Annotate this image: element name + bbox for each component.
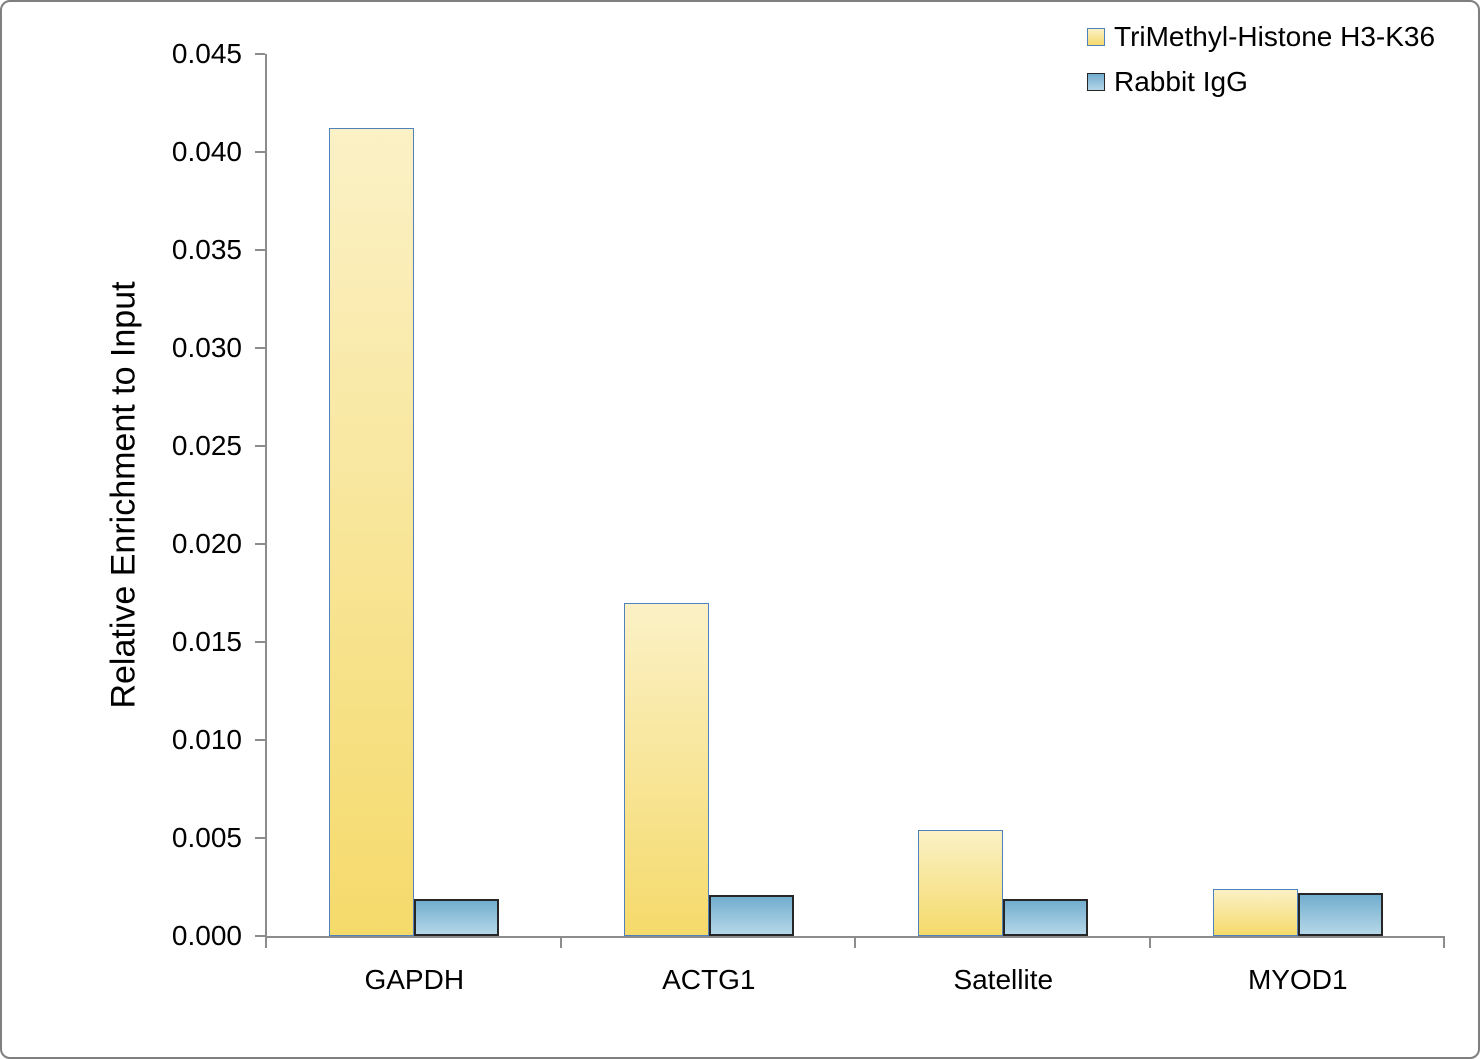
x-axis-tick	[1148, 938, 1151, 948]
legend-label: TriMethyl-Histone H3-K36	[1114, 21, 1436, 52]
x-axis-category-label: ACTG1	[662, 964, 756, 995]
bar-rabbit-igg-myod1	[1297, 892, 1383, 936]
legend-swatch-icon	[1087, 28, 1105, 46]
bar-rabbit-igg-gapdh	[414, 898, 500, 936]
y-axis-tick-label: 0.030	[171, 332, 242, 363]
bar-trimethyl-h3k36-gapdh	[329, 128, 415, 936]
y-axis-tick	[255, 347, 265, 349]
bar-rabbit-igg-actg1	[708, 894, 794, 936]
y-axis-tick-label: 0.005	[171, 822, 242, 853]
x-axis-category-label: MYOD1	[1247, 964, 1348, 995]
y-axis-tick	[255, 53, 265, 55]
x-axis-category-label: Satellite	[953, 964, 1054, 995]
y-axis-tick-label: 0.010	[171, 724, 242, 755]
y-axis-tick-label: 0.045	[171, 38, 242, 69]
bar-trimethyl-h3k36-actg1	[623, 602, 709, 936]
legend: TriMethyl-Histone H3-K36 Rabbit IgG	[1087, 20, 1435, 110]
bar-trimethyl-h3k36-myod1	[1212, 888, 1298, 936]
y-axis-tick	[255, 445, 265, 447]
y-axis-tick-label: 0.000	[171, 920, 242, 951]
bar-trimethyl-h3k36-satellite	[918, 830, 1004, 936]
x-axis-tick	[854, 938, 856, 948]
x-axis-tick	[1443, 938, 1445, 948]
legend-swatch-icon	[1087, 73, 1105, 91]
y-axis-tick-label: 0.035	[171, 234, 242, 265]
x-axis-tick	[559, 938, 562, 948]
y-axis-line	[265, 54, 267, 936]
x-axis-line	[265, 936, 1445, 938]
y-axis-tick-label: 0.025	[171, 430, 242, 461]
bar-rabbit-igg-satellite	[1003, 898, 1089, 936]
y-axis-tick	[255, 249, 265, 251]
y-axis-tick	[255, 543, 265, 545]
legend-label: Rabbit IgG	[1114, 66, 1248, 97]
legend-item: Rabbit IgG	[1087, 65, 1435, 99]
y-axis-tick-label: 0.020	[171, 528, 242, 559]
y-axis-tick	[255, 935, 265, 937]
y-axis-tick-label: 0.040	[171, 136, 242, 167]
legend-item: TriMethyl-Histone H3-K36	[1087, 20, 1435, 54]
y-axis-tick	[255, 739, 265, 741]
y-axis-tick	[255, 151, 265, 153]
y-axis-tick-label: 0.015	[171, 626, 242, 657]
x-axis-category-label: GAPDH	[364, 964, 465, 995]
x-axis-tick	[265, 938, 267, 948]
y-axis-tick	[255, 837, 265, 839]
y-axis-tick	[255, 641, 265, 643]
plot-area: 0.000 0.005 0.010 0.015 0.020 0.025 0.030 0.035…	[172, 38, 1445, 995]
